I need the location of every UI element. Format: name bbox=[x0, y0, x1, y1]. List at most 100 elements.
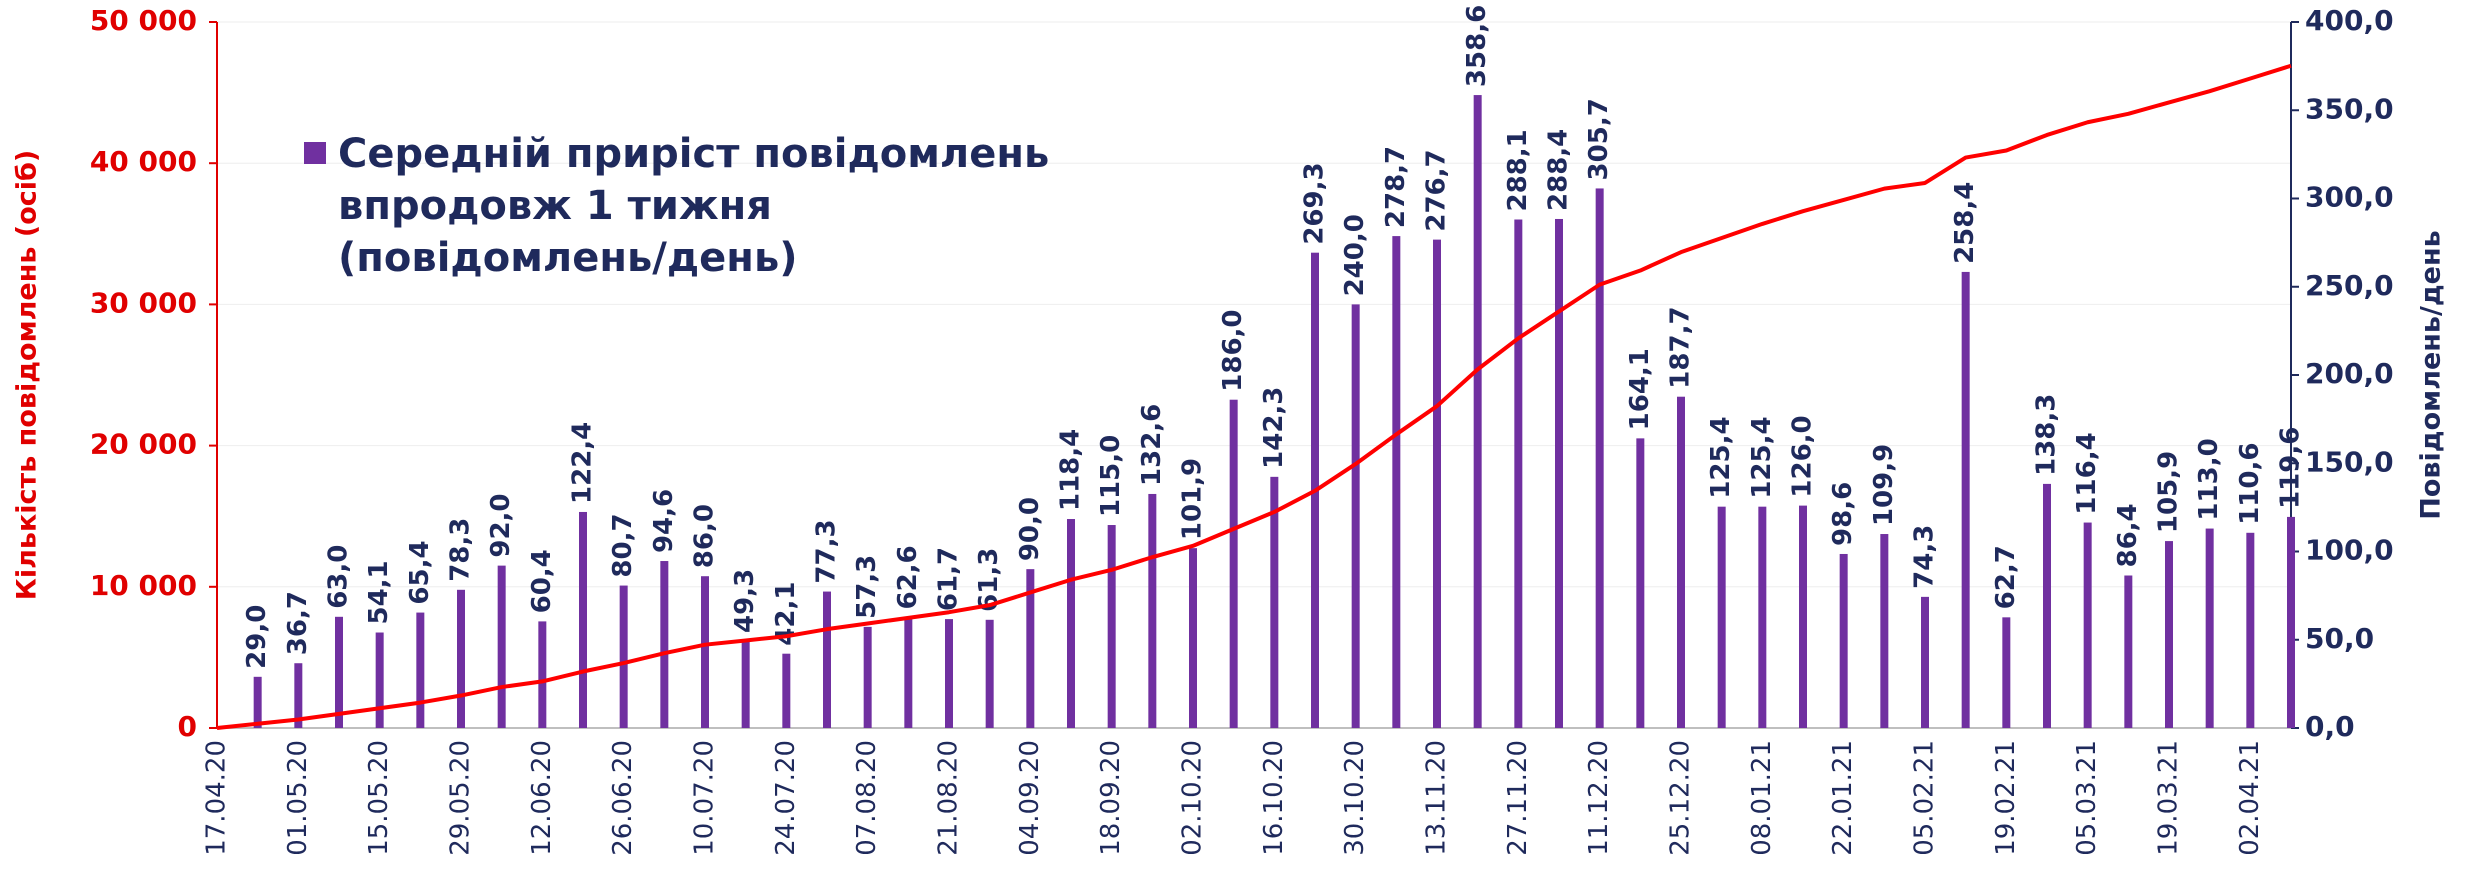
bar bbox=[253, 676, 262, 728]
x-tick-label: 07.08.20 bbox=[852, 740, 882, 856]
bar bbox=[823, 591, 831, 728]
value-label: 118,4 bbox=[1056, 429, 1086, 511]
bar bbox=[1677, 396, 1685, 728]
value-label: 187,7 bbox=[1666, 306, 1696, 388]
x-tick-label: 18.09.20 bbox=[1096, 740, 1126, 856]
bar bbox=[1107, 525, 1116, 728]
bar bbox=[1433, 239, 1441, 728]
bar bbox=[1880, 534, 1889, 728]
bar bbox=[863, 626, 872, 728]
bar bbox=[1473, 95, 1482, 729]
y-tick-label: 0 bbox=[178, 710, 197, 743]
value-label: 90,0 bbox=[1015, 497, 1045, 561]
value-label: 288,4 bbox=[1544, 129, 1574, 211]
x-tick-label: 25.12.20 bbox=[1666, 740, 1696, 856]
value-label: 74,3 bbox=[1910, 525, 1940, 589]
value-label: 60,4 bbox=[527, 549, 557, 613]
value-label: 94,6 bbox=[649, 489, 679, 553]
value-label: 86,0 bbox=[690, 504, 720, 568]
value-label: 164,1 bbox=[1625, 348, 1655, 430]
bar bbox=[1839, 553, 1848, 728]
x-tick-label: 05.03.21 bbox=[2072, 740, 2102, 856]
y2-tick-label: 250,0 bbox=[2305, 269, 2394, 302]
bar bbox=[619, 585, 628, 728]
x-tick-label: 30.10.20 bbox=[1340, 740, 1370, 856]
y2-tick-label: 300,0 bbox=[2305, 181, 2394, 214]
x-tick-label: 17.04.20 bbox=[202, 740, 232, 856]
bar bbox=[1148, 493, 1157, 728]
value-label: 240,0 bbox=[1340, 214, 1370, 296]
bar bbox=[1270, 476, 1279, 728]
bar bbox=[1229, 399, 1238, 728]
x-tick-label: 12.06.20 bbox=[527, 740, 557, 856]
y-tick-label: 30 000 bbox=[90, 286, 197, 319]
value-label: 61,7 bbox=[934, 547, 964, 611]
value-label: 142,3 bbox=[1259, 387, 1289, 469]
value-label: 62,6 bbox=[893, 545, 923, 609]
value-label: 305,7 bbox=[1584, 98, 1614, 180]
x-tick-label: 13.11.20 bbox=[1422, 740, 1452, 856]
value-label: 49,3 bbox=[730, 569, 760, 633]
value-label: 125,4 bbox=[1747, 416, 1777, 498]
bar bbox=[294, 663, 303, 728]
value-label: 115,0 bbox=[1096, 435, 1126, 517]
x-tick-label: 02.04.21 bbox=[2235, 740, 2265, 856]
value-label: 269,3 bbox=[1300, 162, 1330, 244]
bar bbox=[782, 653, 791, 728]
y2-axis-label: Повідомлень/день bbox=[2416, 230, 2447, 519]
value-label: 119,6 bbox=[2276, 427, 2306, 509]
bar bbox=[457, 589, 465, 728]
bar bbox=[2246, 532, 2255, 728]
y2-tick-label: 50,0 bbox=[2305, 622, 2374, 655]
value-label: 258,4 bbox=[1950, 182, 1980, 264]
bar bbox=[1351, 304, 1360, 728]
value-label: 36,7 bbox=[283, 591, 313, 655]
x-tick-label: 04.09.20 bbox=[1015, 740, 1045, 856]
value-label: 77,3 bbox=[812, 519, 842, 583]
y-tick-label: 40 000 bbox=[90, 145, 197, 178]
value-label: 62,7 bbox=[1991, 545, 2021, 609]
y-tick-label: 50 000 bbox=[90, 4, 197, 37]
value-label: 80,7 bbox=[608, 513, 638, 577]
value-label: 98,6 bbox=[1828, 482, 1858, 546]
value-label: 288,1 bbox=[1503, 129, 1533, 211]
value-label: 105,9 bbox=[2154, 451, 2184, 533]
x-tick-label: 27.11.20 bbox=[1503, 740, 1533, 856]
value-label: 101,9 bbox=[1178, 458, 1208, 540]
bar bbox=[741, 640, 750, 728]
bar bbox=[2043, 483, 2051, 728]
bar bbox=[1067, 519, 1075, 728]
x-tick-label: 08.01.21 bbox=[1747, 740, 1777, 856]
value-label: 358,6 bbox=[1462, 5, 1492, 87]
value-label: 110,6 bbox=[2235, 443, 2265, 525]
legend-swatch bbox=[304, 142, 326, 164]
bar bbox=[538, 621, 547, 728]
x-tick-label: 22.01.21 bbox=[1828, 740, 1858, 856]
bar bbox=[701, 576, 709, 728]
value-label: 116,4 bbox=[2072, 432, 2102, 514]
value-label: 132,6 bbox=[1137, 404, 1167, 486]
bar bbox=[416, 612, 425, 728]
bar bbox=[2205, 528, 2214, 728]
bar bbox=[1921, 596, 1929, 728]
value-label: 65,4 bbox=[405, 540, 435, 604]
x-tick-label: 24.07.20 bbox=[771, 740, 801, 856]
value-label: 78,3 bbox=[446, 518, 476, 582]
bar bbox=[945, 619, 953, 728]
y-tick-label: 10 000 bbox=[90, 569, 197, 602]
legend: Середній приріст повідомлень впродовж 1 … bbox=[304, 128, 1064, 284]
value-label: 278,7 bbox=[1381, 146, 1411, 228]
x-tick-label: 16.10.20 bbox=[1259, 740, 1289, 856]
x-tick-label: 26.06.20 bbox=[608, 740, 638, 856]
bar bbox=[1595, 188, 1604, 728]
bar bbox=[2083, 522, 2092, 728]
x-tick-label: 05.02.21 bbox=[1910, 740, 1940, 856]
bar bbox=[1758, 506, 1767, 728]
x-tick-label: 19.02.21 bbox=[1991, 740, 2021, 856]
x-tick-label: 01.05.20 bbox=[283, 740, 313, 856]
x-tick-label: 15.05.20 bbox=[364, 740, 394, 856]
bar bbox=[1636, 438, 1645, 728]
y2-tick-label: 150,0 bbox=[2305, 445, 2394, 478]
